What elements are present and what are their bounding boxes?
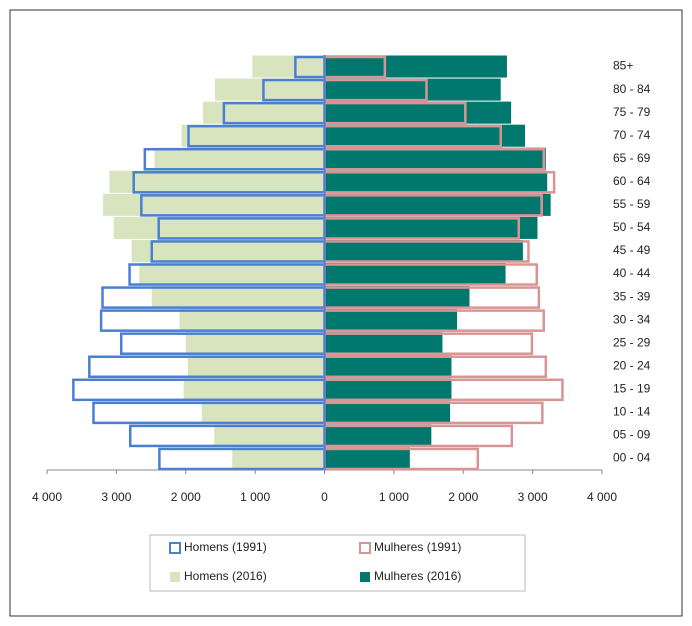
category-label: 50 - 54 bbox=[613, 220, 651, 234]
legend-label: Mulheres (1991) bbox=[374, 540, 461, 554]
bar bbox=[324, 239, 523, 262]
category-label: 10 - 14 bbox=[613, 405, 651, 419]
bar bbox=[324, 216, 538, 239]
bar bbox=[214, 424, 325, 447]
bar bbox=[151, 286, 325, 309]
bar bbox=[324, 263, 506, 286]
bar bbox=[203, 101, 325, 124]
legend-label: Homens (1991) bbox=[184, 540, 267, 554]
bar bbox=[324, 286, 470, 309]
bar bbox=[324, 124, 525, 147]
bar bbox=[324, 332, 443, 355]
category-label: 35 - 39 bbox=[613, 289, 651, 303]
bar bbox=[185, 332, 325, 355]
legend-swatch bbox=[169, 542, 181, 554]
x-tick-label: 3 000 bbox=[518, 490, 548, 504]
x-tick-label: 4 000 bbox=[587, 490, 617, 504]
bar bbox=[324, 147, 546, 170]
bar bbox=[131, 239, 325, 262]
bar bbox=[324, 355, 452, 378]
category-label: 15 - 19 bbox=[613, 381, 651, 395]
category-label: 45 - 49 bbox=[613, 243, 651, 257]
bar bbox=[324, 55, 507, 78]
x-tick-label: 0 bbox=[321, 490, 328, 504]
category-label: 80 - 84 bbox=[613, 82, 651, 96]
x-tick-label: 1 000 bbox=[240, 490, 270, 504]
category-label: 20 - 24 bbox=[613, 358, 651, 372]
x-tick-label: 2 000 bbox=[171, 490, 201, 504]
bar bbox=[324, 378, 452, 401]
x-tick-label: 3 000 bbox=[101, 490, 131, 504]
category-label: 75 - 79 bbox=[613, 105, 651, 119]
x-tick-label: 2 000 bbox=[448, 490, 478, 504]
bar bbox=[187, 355, 325, 378]
bar bbox=[324, 170, 548, 193]
category-label: 60 - 64 bbox=[613, 174, 651, 188]
bar bbox=[324, 101, 512, 124]
legend-swatch bbox=[359, 542, 371, 554]
x-tick-label: 4 000 bbox=[32, 490, 62, 504]
bar bbox=[324, 78, 501, 101]
bar bbox=[324, 424, 432, 447]
bar bbox=[109, 170, 325, 193]
bar bbox=[324, 309, 458, 332]
bar bbox=[201, 401, 325, 424]
legend-label: Homens (2016) bbox=[184, 569, 267, 583]
bar bbox=[232, 447, 325, 470]
bar bbox=[324, 401, 451, 424]
category-label: 70 - 74 bbox=[613, 128, 651, 142]
bar bbox=[214, 78, 325, 101]
bar bbox=[113, 216, 325, 239]
bar bbox=[103, 193, 325, 216]
x-tick-label: 1 000 bbox=[379, 490, 409, 504]
bar bbox=[154, 147, 325, 170]
legend-box bbox=[149, 534, 526, 592]
legend-swatch bbox=[170, 572, 180, 582]
bar bbox=[252, 55, 325, 78]
bar bbox=[179, 309, 325, 332]
bar bbox=[324, 447, 410, 470]
category-label: 55 - 59 bbox=[613, 197, 651, 211]
category-label: 30 - 34 bbox=[613, 312, 651, 326]
category-label: 40 - 44 bbox=[613, 266, 651, 280]
category-label: 25 - 29 bbox=[613, 335, 651, 349]
category-label: 05 - 09 bbox=[613, 428, 651, 442]
bar bbox=[181, 124, 325, 147]
category-label: 85+ bbox=[613, 59, 633, 73]
legend-swatch bbox=[360, 572, 370, 582]
legend-label: Mulheres (2016) bbox=[374, 569, 461, 583]
category-label: 65 - 69 bbox=[613, 151, 651, 165]
bar bbox=[139, 263, 325, 286]
bar bbox=[183, 378, 325, 401]
chart-border bbox=[9, 9, 683, 617]
bar bbox=[324, 193, 551, 216]
category-label: 00 - 04 bbox=[613, 451, 651, 465]
